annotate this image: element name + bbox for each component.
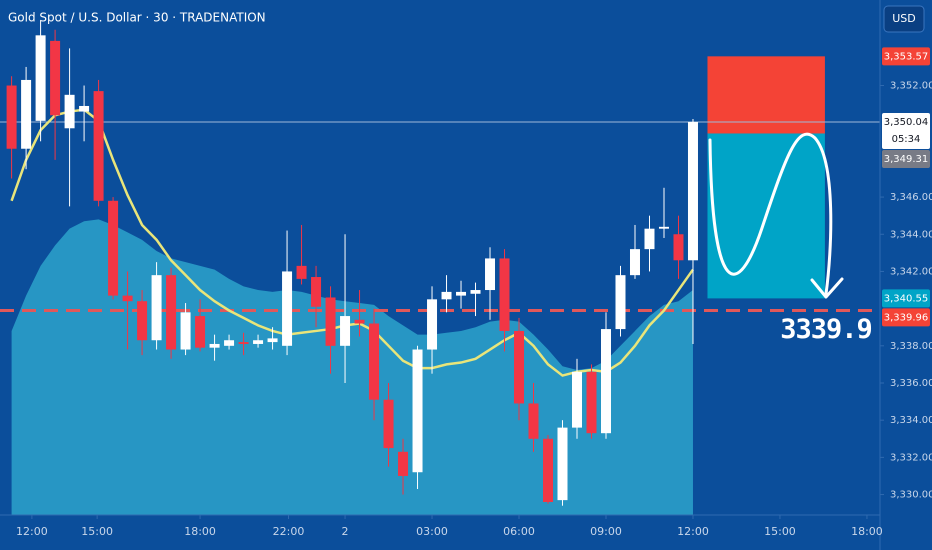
candle-body <box>427 299 438 350</box>
price-label-box <box>882 149 930 168</box>
candle-body <box>6 85 17 149</box>
x-tick-label: 18:00 <box>851 525 883 538</box>
candle-body <box>122 295 133 302</box>
candle-body <box>325 297 336 346</box>
x-tick-label: 15:00 <box>764 525 796 538</box>
candle-body <box>224 340 235 346</box>
price-label-box <box>882 47 930 66</box>
countdown-label: 05:34 <box>892 134 921 145</box>
candle-body <box>209 343 220 348</box>
price-label: 3,353.57 <box>884 51 929 62</box>
candle-body <box>383 399 394 449</box>
y-tick-label: 3,332.00 <box>890 452 932 463</box>
x-tick-label: 12:00 <box>16 525 48 538</box>
candle-body <box>238 342 249 344</box>
candle-body <box>687 121 698 261</box>
candle-body <box>485 258 496 291</box>
candle-body <box>528 403 539 439</box>
candle-body <box>311 277 322 307</box>
stop-zone <box>707 56 825 134</box>
candle-body <box>354 319 365 324</box>
candle-body <box>673 234 684 261</box>
candle-body <box>441 291 452 300</box>
y-tick-label: 3,334.00 <box>890 415 932 426</box>
x-tick-label: 09:00 <box>590 525 622 538</box>
price-label-box <box>882 289 930 308</box>
candle-body <box>282 271 293 346</box>
price-label: 3,339.96 <box>884 312 929 323</box>
price-label: 3,340.55 <box>884 293 929 304</box>
x-tick-label: 06:00 <box>503 525 535 538</box>
candle-body <box>50 40 61 116</box>
candle-body <box>644 228 655 250</box>
x-tick-label: 22:00 <box>273 525 305 538</box>
candle-body <box>557 427 568 501</box>
candle-body <box>93 91 104 201</box>
y-tick-label: 3,346.00 <box>890 192 932 203</box>
annotation: 3339.9 <box>780 314 872 345</box>
candle-body <box>629 249 640 276</box>
y-tick-label: 3,342.00 <box>890 266 932 277</box>
candle-body <box>151 275 162 341</box>
candle-body <box>658 226 669 229</box>
moving-average <box>10 108 695 377</box>
x-tick-label: 12:00 <box>677 525 709 538</box>
candle-body <box>253 340 264 344</box>
x-tick-label: 03:00 <box>416 525 448 538</box>
candle-body <box>369 323 380 400</box>
candle-body <box>499 258 510 331</box>
candle-body <box>412 349 423 473</box>
candle-body <box>166 275 177 350</box>
candle-body <box>35 35 46 121</box>
currency-label[interactable]: USD <box>892 12 916 25</box>
x-tick-label: 18:00 <box>184 525 216 538</box>
candle-body <box>398 451 409 476</box>
candle-body <box>64 94 75 129</box>
candle-body <box>21 79 32 149</box>
candle-body <box>180 312 191 350</box>
candle-body <box>340 316 351 346</box>
candle-body <box>195 316 206 348</box>
candle-body <box>470 290 481 294</box>
price-label-box <box>882 112 930 149</box>
y-tick-label: 3,336.00 <box>890 378 932 389</box>
candle-body <box>456 291 467 296</box>
plot-area: 3339.9 <box>0 20 880 515</box>
price-label-box <box>882 308 930 327</box>
y-tick-label: 3,352.00 <box>890 81 932 92</box>
candle-body <box>586 371 597 434</box>
chart-title: Gold Spot / U.S. Dollar · 30 · TRADENATI… <box>8 11 266 25</box>
candle-body <box>615 275 626 330</box>
candle-body <box>108 200 119 296</box>
x-tick-label: 15:00 <box>81 525 113 538</box>
candle-body <box>514 330 525 404</box>
candle-body <box>572 371 583 428</box>
y-tick-label: 3,330.00 <box>890 490 932 501</box>
indicator-band <box>11 219 693 515</box>
candle-body <box>267 338 278 343</box>
arrow-head <box>810 277 844 299</box>
candle-body <box>137 301 148 341</box>
candle-body <box>296 265 307 279</box>
price-label: 3,350.04 <box>884 117 929 128</box>
x-tick-label: 2 <box>342 525 349 538</box>
candle-body <box>600 329 611 434</box>
arrow-drawing <box>708 132 833 296</box>
candle-body <box>79 105 90 112</box>
y-tick-label: 3,338.00 <box>890 341 932 352</box>
currency-button[interactable] <box>883 5 925 33</box>
y-tick-label: 3,344.00 <box>890 229 932 240</box>
axes: 3,352.00 3,346.00 3,344.00 3,342.00 3,338.00… <box>16 47 932 538</box>
price-label: 3,349.31 <box>884 154 929 165</box>
candle-body <box>543 438 554 502</box>
